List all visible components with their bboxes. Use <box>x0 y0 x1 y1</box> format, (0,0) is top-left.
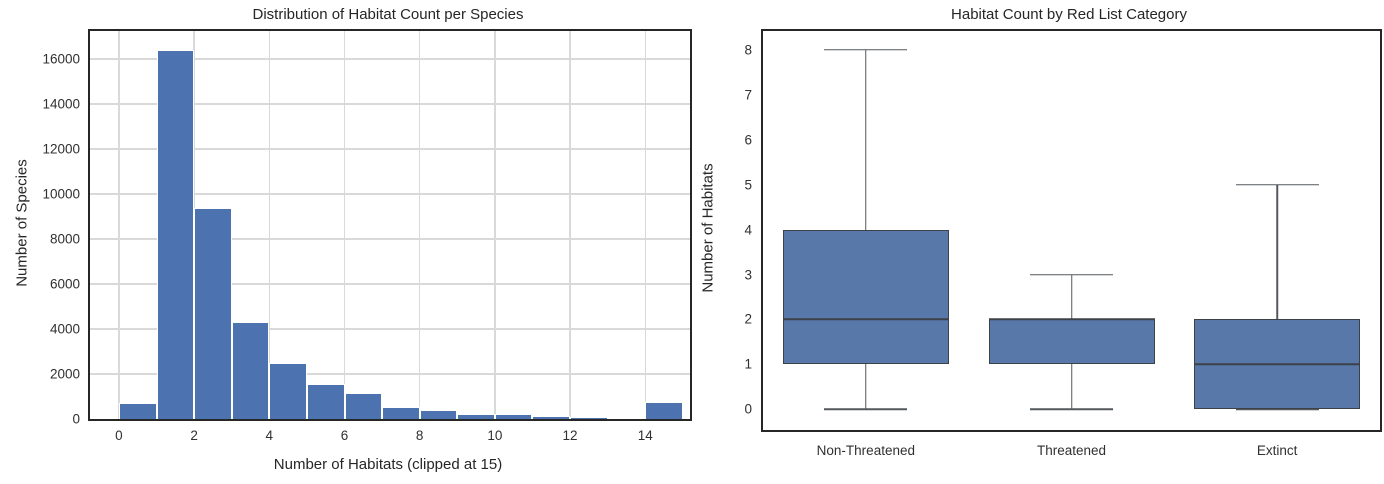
grid-line-vertical <box>268 31 271 419</box>
x-tick-label: 6 <box>340 428 349 443</box>
box-cap-upper <box>824 49 908 51</box>
box-cap-upper <box>1030 273 1113 276</box>
box-median-line <box>988 318 1155 321</box>
boxplot-plot-area: 0 1 2 3 4 5 6 7 8 Non-Threatened Threatened Extinct <box>744 29 1382 458</box>
histogram-bar <box>570 417 608 419</box>
boxplot-title: Habitat Count by Red List Category <box>951 6 1187 23</box>
x-tick-label: 10 <box>487 428 503 443</box>
box-cap-lower <box>824 408 908 411</box>
grid-line-vertical <box>569 31 571 419</box>
histogram-bar <box>118 403 157 419</box>
grid-line-vertical <box>494 31 496 419</box>
grid-line-vertical <box>118 31 120 419</box>
box-whisker-upper <box>865 49 867 230</box>
box-iqr-rect <box>782 229 949 365</box>
y-tick-label: 2000 <box>49 366 80 382</box>
y-tick-label: 14000 <box>42 96 80 112</box>
x-tick-label: 0 <box>115 428 123 443</box>
category-tick-label: Non-Threatened <box>816 443 915 458</box>
box-whisker-lower <box>865 364 867 410</box>
histogram-x-axis-label: Number of Habitats (clipped at 15) <box>273 456 503 473</box>
grid-line-horizontal <box>90 373 690 375</box>
x-tick-label: 2 <box>190 428 198 443</box>
histogram-title: Distribution of Habitat Count per Specie… <box>252 6 524 23</box>
y-tick-label: 2 <box>744 311 752 327</box>
y-tick-label: 12000 <box>42 141 80 157</box>
y-tick-label: 0 <box>744 401 752 417</box>
box-cap-lower <box>1030 408 1113 411</box>
histogram-bar <box>532 416 571 419</box>
y-tick-label: 0 <box>72 411 80 427</box>
box-cap-lower <box>1235 408 1319 411</box>
y-tick-label: 16000 <box>42 51 80 67</box>
box-median-line <box>1194 363 1361 366</box>
x-tick-label: 14 <box>637 428 653 443</box>
box-whisker-upper <box>1070 274 1073 320</box>
x-tick-label: 8 <box>415 428 424 443</box>
category-tick-label: Threatened <box>1036 443 1107 458</box>
histogram-bar <box>194 207 232 419</box>
box-median-line <box>782 318 949 321</box>
box-whisker-lower <box>1070 364 1073 410</box>
grid-line-horizontal <box>90 148 690 150</box>
grid-line-vertical <box>644 31 646 419</box>
histogram-bar <box>231 322 270 419</box>
y-tick-label: 4 <box>744 222 752 238</box>
y-tick-label: 10000 <box>42 186 80 202</box>
grid-line-horizontal <box>90 238 690 240</box>
histogram-bar <box>306 384 345 419</box>
histogram-y-axis-label: Number of Species <box>13 159 31 287</box>
histogram-bar <box>419 410 458 419</box>
grid-line-horizontal <box>90 328 690 330</box>
histogram-bar <box>494 414 533 419</box>
grid-line-horizontal <box>90 193 690 195</box>
y-tick-label: 5 <box>744 177 752 193</box>
histogram-plot-area: 0 2000 4000 6000 8000 10000 12000 14000 16000 0 2 4… <box>42 29 692 443</box>
histogram-bar <box>269 363 307 419</box>
histogram-bar <box>457 414 495 419</box>
y-tick-label: 8 <box>744 42 752 58</box>
histogram-bar <box>156 50 195 419</box>
category-tick-label: Extinct <box>1256 443 1298 458</box>
histogram-bar <box>382 407 420 419</box>
grid-line-horizontal <box>90 58 690 60</box>
y-tick-label: 1 <box>744 356 752 372</box>
x-tick-label: 4 <box>265 428 274 443</box>
grid-line-horizontal <box>90 283 690 285</box>
y-tick-label: 4000 <box>49 321 80 337</box>
grid-line-vertical <box>418 31 421 419</box>
y-tick-label: 6 <box>744 132 752 148</box>
boxplot-y-axis-label: Number of Habitats <box>699 163 717 293</box>
grid-line-horizontal <box>90 103 690 105</box>
y-tick-label: 7 <box>744 87 752 103</box>
x-tick-label: 12 <box>562 428 578 443</box>
box-iqr-rect <box>988 319 1155 365</box>
y-tick-label: 3 <box>744 267 752 283</box>
box-whisker-upper <box>1276 184 1278 320</box>
box-cap-upper <box>1235 183 1319 186</box>
y-tick-label: 8000 <box>49 231 80 247</box>
grid-line-vertical <box>343 31 346 419</box>
histogram-bar <box>344 393 383 419</box>
y-tick-label: 6000 <box>49 276 80 292</box>
histogram-bar <box>645 402 683 419</box>
